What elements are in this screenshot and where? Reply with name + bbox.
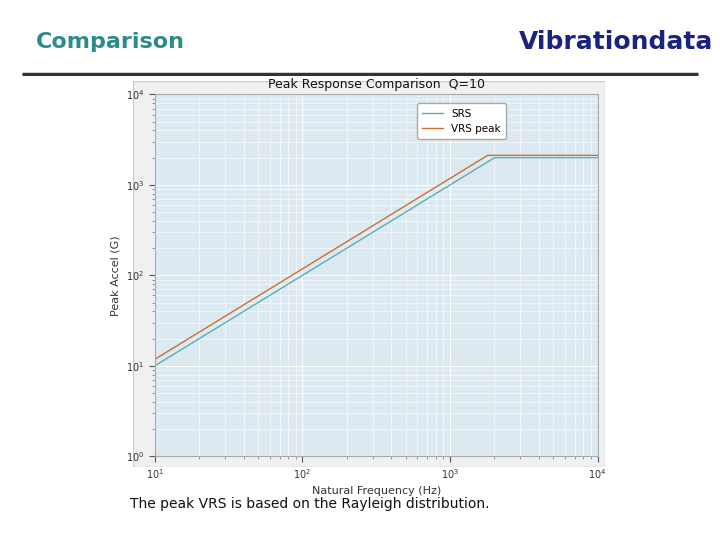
SRS: [593, 154, 602, 161]
SRS: [504, 154, 513, 161]
Line: VRS peak: VRS peak: [155, 156, 598, 359]
VRS peak: [150, 356, 159, 362]
Line: SRS: SRS: [155, 158, 598, 366]
Title: Peak Response Comparison  Q=10: Peak Response Comparison Q=10: [268, 78, 485, 91]
Legend: SRS, VRS peak: SRS, VRS peak: [417, 103, 506, 139]
VRS peak: [496, 152, 505, 159]
FancyBboxPatch shape: [133, 81, 605, 467]
SRS: [346, 243, 354, 249]
Text: Comparison: Comparison: [36, 31, 185, 52]
Text: Vibrationdata: Vibrationdata: [518, 30, 713, 53]
SRS: [490, 154, 499, 161]
SRS: [196, 335, 204, 341]
VRS peak: [504, 152, 513, 159]
SRS: [454, 176, 463, 183]
VRS peak: [454, 170, 463, 176]
VRS peak: [346, 237, 354, 243]
VRS peak: [484, 152, 492, 159]
SRS: [496, 154, 505, 161]
VRS peak: [330, 246, 338, 253]
SRS: [330, 253, 338, 259]
VRS peak: [196, 328, 204, 335]
VRS peak: [593, 152, 602, 159]
SRS: [150, 363, 159, 369]
Y-axis label: Peak Accel (G): Peak Accel (G): [110, 235, 120, 316]
X-axis label: Natural Frequency (Hz): Natural Frequency (Hz): [312, 486, 441, 496]
Text: The peak VRS is based on the Rayleigh distribution.: The peak VRS is based on the Rayleigh di…: [130, 497, 489, 511]
